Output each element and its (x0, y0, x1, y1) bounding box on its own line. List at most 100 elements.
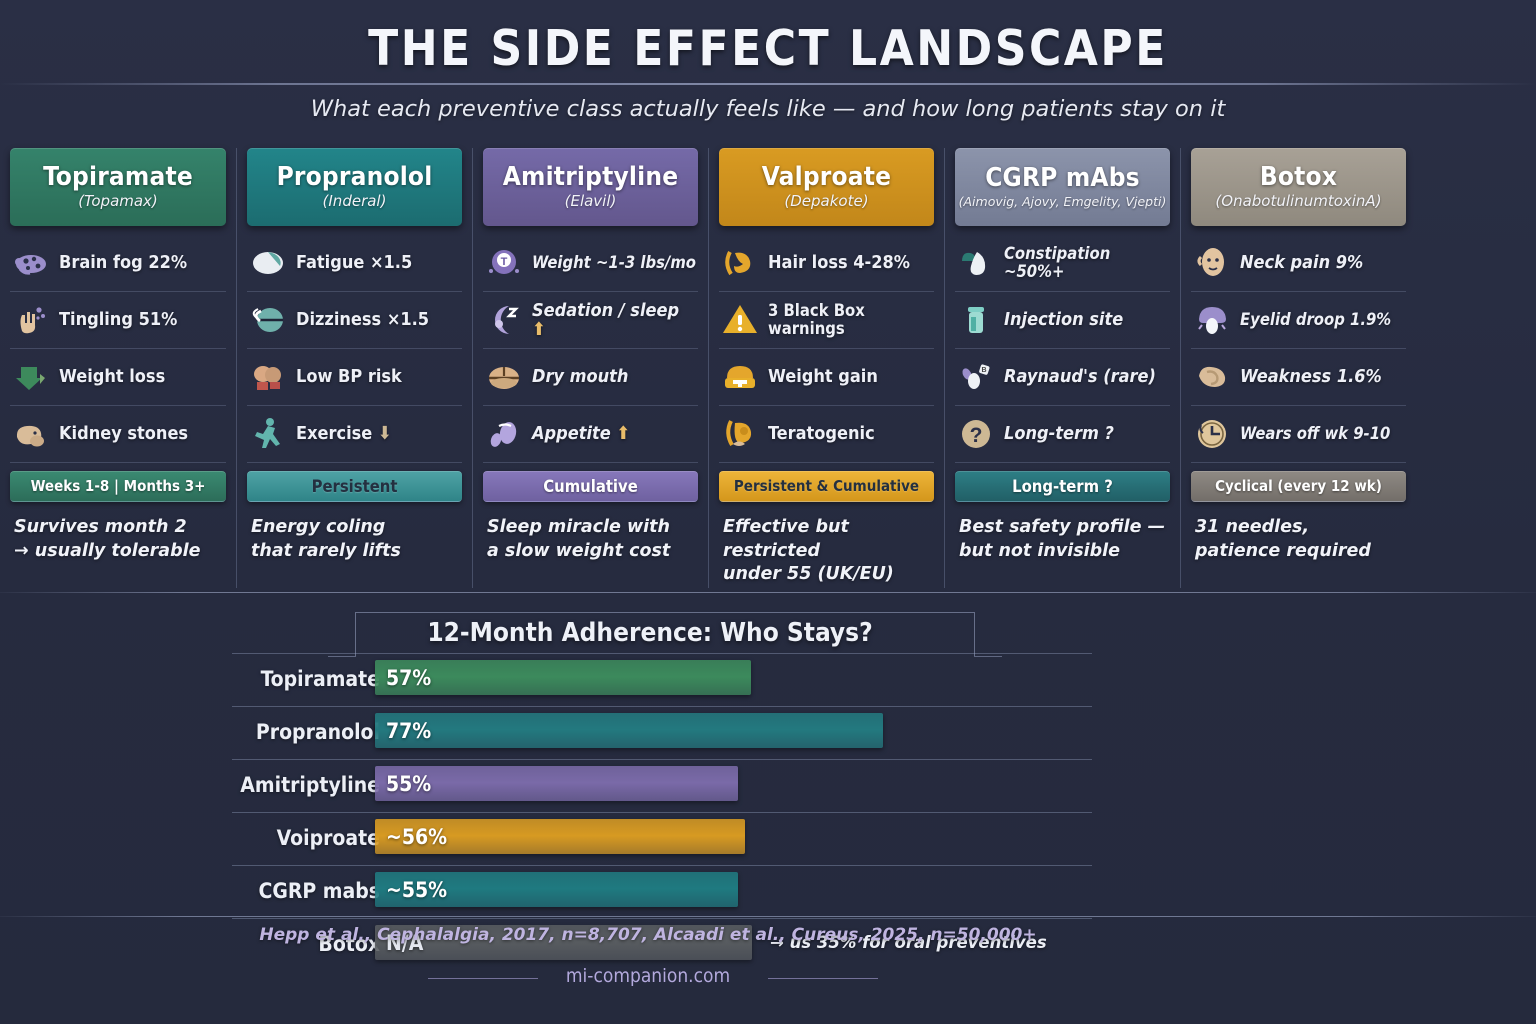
appetite-icon (485, 415, 523, 453)
chart-bar-row: Botox N/A → us 35% for oral preventives (0, 918, 1536, 965)
drug-columns: Topiramate (Topamax) Brain fog 22% Tingling… (0, 148, 1536, 588)
summary-note: Best safety profile — but not invisible (959, 517, 1166, 561)
side-effect-row: T Weight ~1-3 lbs/mo (483, 235, 698, 292)
side-effect-label: Injection site (1004, 309, 1124, 331)
summary-note: Effective but restricted under 55 (UK/EU) (723, 517, 894, 585)
summary-note: Sleep miracle with a slow weight cost (487, 517, 671, 561)
gridline (232, 706, 1092, 707)
drug-header[interactable]: Topiramate (Topamax) (10, 148, 226, 226)
side-effect-row: Dry mouth (483, 349, 698, 406)
side-effect-row: Constipation ~50%+ (955, 235, 1170, 292)
chart-bar[interactable]: 77% (375, 713, 883, 748)
duration-badge[interactable]: Persistent & Cumulative (719, 471, 934, 502)
side-effect-row: Neck pain 9% (1191, 235, 1406, 292)
drug-name: Propranolol (276, 161, 433, 192)
drug-brand: (Depakote) (784, 192, 869, 211)
chart-bar[interactable]: 57% (375, 660, 751, 695)
dizzy-icon (249, 301, 287, 339)
side-effect-row: ? Long-term ? (955, 406, 1170, 463)
drug-column-valproate: Valproate (Depakote) Hair loss 4-28% 3 Blac… (708, 148, 944, 588)
drug-header[interactable]: Propranolol (Inderal) (247, 148, 462, 226)
bar-value-label: ~56% (386, 824, 448, 849)
chart-bar[interactable]: N/A (375, 925, 752, 960)
bar-value-label: 57% (386, 665, 432, 690)
chart-bar[interactable]: ~56% (375, 819, 745, 854)
bar-category-label: Amitriptyline (240, 773, 380, 797)
summary-note: Energy coling that rarely lifts (251, 517, 401, 561)
brain-icon (12, 244, 50, 282)
bar-value-label: 55% (386, 771, 432, 796)
side-effect-label: Wears off wk 9-10 (1240, 424, 1391, 444)
drug-column-amitriptyline: Amitriptyline (Elavil) T Weight ~1-3 lbs/mo… (472, 148, 708, 588)
side-effect-label: Brain fog 22% (59, 252, 188, 274)
drug-header[interactable]: Amitriptyline (Elavil) (483, 148, 698, 226)
side-effect-label: Weakness 1.6% (1240, 366, 1382, 388)
blood-pressure-icon (249, 358, 287, 396)
site-line-right (768, 978, 878, 979)
duration-badge[interactable]: Long-term ? (955, 471, 1170, 502)
side-effect-row: B Raynaud's (rare) (955, 349, 1170, 406)
injection-vial-icon (957, 301, 995, 339)
section-divider (0, 592, 1536, 593)
page-subtitle: What each preventive class actually feel… (310, 96, 1226, 122)
drug-header[interactable]: Valproate (Depakote) (719, 148, 934, 226)
drug-name: Amitriptyline (502, 161, 679, 192)
bar-category-label: Voiproate (276, 826, 380, 850)
duration-badge[interactable]: Persistent (247, 471, 462, 502)
side-effect-label: Neck pain 9% (1240, 252, 1364, 274)
citation: Hepp et al., Cephalalgia, 2017, n=8,707,… (259, 925, 1037, 945)
duration-badge[interactable]: Weeks 1-8 | Months 3+ (10, 471, 226, 502)
chart-bar-row: Amitriptyline 55% (0, 759, 1536, 806)
side-effect-row: Fatigue ×1.5 (247, 235, 462, 292)
side-effect-label: Long-term ? (1004, 423, 1114, 445)
drug-header[interactable]: Botox (OnabotulinumtoxinA) (1191, 148, 1406, 226)
side-effect-row: Teratogenic (719, 406, 934, 463)
svg-text:T: T (501, 256, 508, 268)
side-effect-row: Sedation / sleep ⬆ (483, 292, 698, 349)
chart-bar-row: Voiproate ~56% (0, 812, 1536, 859)
face-neck-icon (1193, 244, 1231, 282)
drug-column-topiramate: Topiramate (Topamax) Brain fog 22% Tingling… (0, 148, 236, 588)
side-effect-row: Low BP risk (247, 349, 462, 406)
side-effect-label: Constipation ~50%+ (1004, 244, 1111, 281)
side-effect-label: Teratogenic (768, 423, 875, 445)
bar-category-label: CGRP mabs (258, 879, 380, 903)
chart-bar[interactable]: ~55% (375, 872, 738, 907)
side-effect-row: Appetite ⬆ (483, 406, 698, 463)
side-effect-label: 3 Black Box warnings (768, 301, 865, 338)
svg-text:?: ? (970, 424, 983, 447)
chart-bar[interactable]: 55% (375, 766, 738, 801)
page-title: THE SIDE EFFECT LANDSCAPE (368, 20, 1168, 77)
duration-badge[interactable]: Cumulative (483, 471, 698, 502)
gridline (232, 865, 1092, 866)
side-effect-label: Fatigue ×1.5 (296, 252, 413, 274)
drug-column-botox: Botox (OnabotulinumtoxinA) Neck pain 9% Eye… (1180, 148, 1416, 588)
side-effect-label: Weight loss (59, 366, 166, 388)
bar-value-label: ~55% (386, 877, 448, 902)
side-effect-label: Dry mouth (532, 366, 629, 388)
side-effect-row: Exercise ⬇ (247, 406, 462, 463)
bar-annotation: → us 35% for oral preventives (770, 933, 1047, 952)
drug-brand: (Aimovig, Ajovy, Emgelity, Vjepti) (958, 193, 1167, 209)
side-effect-label: Raynaud's (rare) (1004, 366, 1156, 388)
drug-name: CGRP mAbs (985, 163, 1140, 194)
question-mark-icon: ? (957, 415, 995, 453)
side-effect-label: Sedation / sleep ⬆ (532, 299, 680, 340)
side-effect-row: Weight gain (719, 349, 934, 406)
drug-name: Botox (1259, 161, 1338, 192)
chart-bars: Topiramate 57% Propranolol 77% Amitriptyline… (0, 653, 1536, 978)
drug-column-propranolol: Propranolol (Inderal) Fatigue ×1.5 Dizzines… (236, 148, 472, 588)
side-effect-label: Dizziness ×1.5 (296, 309, 430, 331)
side-effect-row: Hair loss 4-28% (719, 235, 934, 292)
svg-text:B: B (981, 367, 986, 374)
eyelid-droop-icon (1193, 301, 1231, 339)
source-site: mi-companion.com (565, 965, 731, 987)
pill-icon (249, 244, 287, 282)
constipation-icon (957, 244, 995, 282)
duration-badge[interactable]: Cyclical (every 12 wk) (1191, 471, 1406, 502)
arrow-up-icon: ⬆ (532, 319, 546, 340)
side-effect-row: Weakness 1.6% (1191, 349, 1406, 406)
drug-header[interactable]: CGRP mAbs (Aimovig, Ajovy, Emgelity, Vjep… (955, 148, 1170, 226)
pregnancy-icon (721, 415, 759, 453)
